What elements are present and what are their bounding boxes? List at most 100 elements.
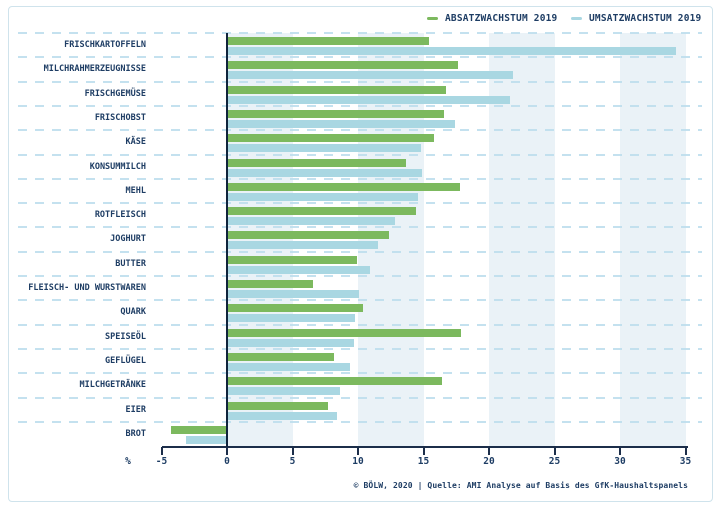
axis-tick-label: 5 <box>289 456 296 467</box>
category-label: GEFLÜGEL <box>105 355 146 366</box>
gridline <box>18 177 702 180</box>
umsatz-bar <box>227 71 513 80</box>
umsatz-bar <box>227 168 423 177</box>
x-axis-unit-label: % <box>125 456 131 467</box>
category-label: MILCHRAHMERZEUGNISSE <box>43 64 146 75</box>
category-label: KÄSE <box>125 137 146 148</box>
category-label: KONSUMMILCH <box>89 161 146 172</box>
category-label: JOGHURT <box>110 234 146 245</box>
zero-axis-line <box>226 33 228 447</box>
gridline <box>18 396 702 399</box>
legend-item-absatzwachstum: ABSATZWACHSTUM 2019 <box>427 11 557 25</box>
absatz-bar <box>227 231 390 240</box>
absatz-bar <box>227 255 357 264</box>
axis-tick-label: 10 <box>352 456 364 467</box>
axis-tick <box>619 447 621 455</box>
absatz-bar <box>227 377 442 386</box>
gridline <box>18 226 702 229</box>
absatz-bar <box>170 425 227 434</box>
axis-tick <box>684 447 687 455</box>
absatz-bar <box>227 182 461 191</box>
umsatz-bar <box>227 290 360 298</box>
legend-label-absatzwachstum: ABSATZWACHSTUM 2019 <box>445 12 558 24</box>
category-label: QUARK <box>120 307 146 318</box>
umsatz-bar <box>227 241 378 250</box>
legend-swatch-absatzwachstum <box>427 16 438 20</box>
axis-tick <box>226 447 228 455</box>
absatz-bar <box>227 134 434 143</box>
absatz-bar <box>227 61 458 70</box>
gridline <box>18 80 702 83</box>
gridline <box>18 250 702 253</box>
umsatz-bar <box>227 47 677 55</box>
gridline <box>18 275 702 277</box>
axis-tick-label: 30 <box>614 456 626 467</box>
axis-tick-label: -5 <box>155 456 168 467</box>
axis-tick <box>357 447 359 455</box>
category-label: FLEISCH- UND WURSTWAREN <box>28 283 146 293</box>
gridline <box>18 129 702 132</box>
absatz-bar <box>227 37 429 45</box>
absatz-bar <box>227 85 446 94</box>
category-label: MEHL <box>125 185 146 196</box>
legend-swatch-umsatzwachstum <box>571 16 582 20</box>
umsatz-bar <box>227 314 356 323</box>
axis-tick <box>553 447 556 455</box>
absatz-bar <box>227 207 416 216</box>
umsatz-bar <box>227 217 395 226</box>
umsatz-bar <box>227 144 421 153</box>
category-label: FRISCHOBST <box>94 112 146 123</box>
category-label: FRISCHGEMÜSE <box>84 88 146 99</box>
umsatz-bar <box>227 387 340 396</box>
umsatz-bar <box>227 95 510 104</box>
gridline <box>18 153 702 156</box>
absatz-bar <box>227 328 462 337</box>
gridline <box>18 347 702 350</box>
legend-item-umsatzwachstum: UMSATZWACHSTUM 2019 <box>571 11 701 25</box>
axis-tick-label: 15 <box>417 456 430 467</box>
axis-tick <box>160 447 163 455</box>
umsatz-bar <box>227 362 351 371</box>
axis-tick-label: 25 <box>548 456 561 467</box>
background-band <box>620 33 686 447</box>
axis-tick-label: 0 <box>224 456 230 467</box>
category-label: FRISCHKARTOFFELN <box>64 40 146 50</box>
gridline <box>18 299 702 302</box>
absatz-bar <box>227 109 445 118</box>
legend: ABSATZWACHSTUM 2019 UMSATZWACHSTUM 2019 <box>0 11 721 25</box>
category-label: BROT <box>125 428 146 439</box>
category-label: MILCHGETRÄNKE <box>79 380 146 391</box>
gridline <box>18 420 702 423</box>
absatz-bar <box>227 352 335 361</box>
umsatz-bar <box>227 265 370 274</box>
umsatz-bar <box>227 119 455 128</box>
gridline <box>18 372 702 375</box>
legend-label-umsatzwachstum: UMSATZWACHSTUM 2019 <box>589 12 702 24</box>
umsatz-bar <box>186 435 227 444</box>
absatz-bar <box>227 280 314 288</box>
axis-tick <box>422 447 425 455</box>
axis-tick-label: 20 <box>483 456 495 467</box>
absatz-bar <box>227 304 364 313</box>
gridline <box>18 32 702 34</box>
umsatz-bar <box>227 192 419 201</box>
category-label: ROTFLEISCH <box>94 210 146 221</box>
gridline <box>18 56 702 59</box>
absatz-bar <box>227 401 328 410</box>
category-label: BUTTER <box>115 258 146 269</box>
gridline <box>18 202 702 205</box>
axis-tick <box>291 447 294 455</box>
axis-tick-label: 35 <box>679 456 692 467</box>
axis-tick <box>488 447 490 455</box>
source-attribution: © BÖLW, 2020 | Quelle: AMI Analyse auf B… <box>353 481 688 490</box>
umsatz-bar <box>227 338 355 347</box>
umsatz-bar <box>227 411 338 420</box>
x-axis-line <box>161 446 688 448</box>
category-label: EIER <box>125 404 146 415</box>
gridline <box>18 104 702 107</box>
absatz-bar <box>227 158 407 167</box>
gridline <box>18 323 702 326</box>
category-label: SPEISEÖL <box>105 331 146 342</box>
